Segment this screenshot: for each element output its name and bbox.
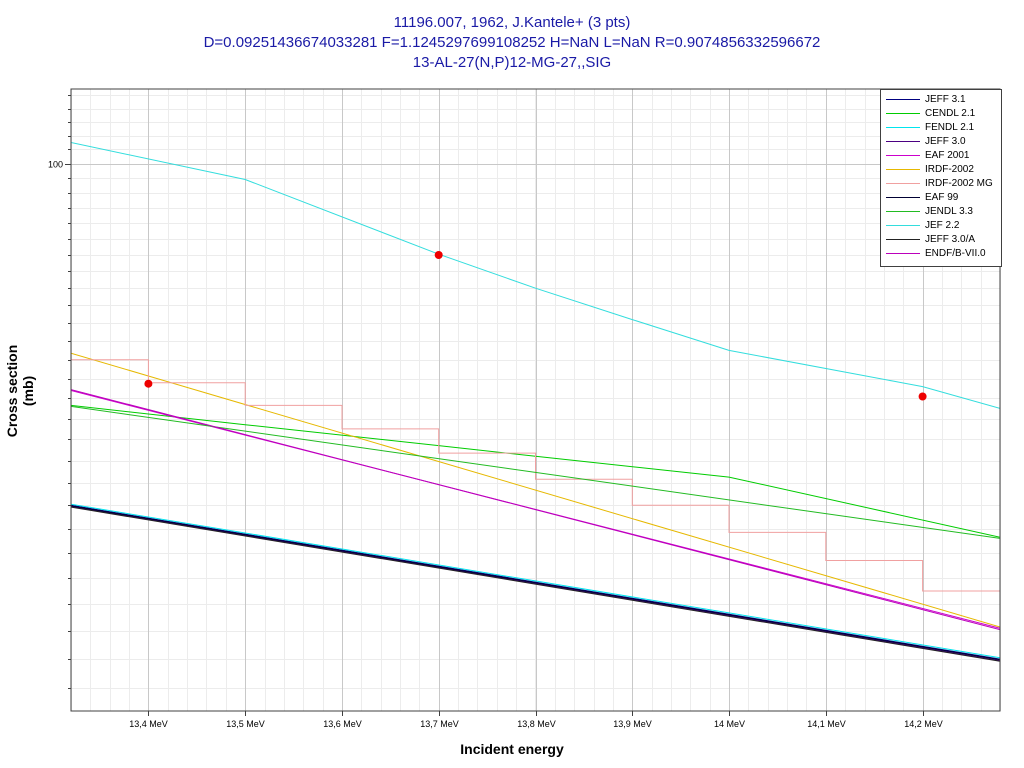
legend-item: CENDL 2.1 <box>881 107 1001 120</box>
legend-label: EAF 99 <box>925 192 959 203</box>
legend-swatch <box>886 155 920 156</box>
y-tick-label: 100 <box>48 160 63 170</box>
series-line-0 <box>71 504 1000 660</box>
series-line-8 <box>71 405 1000 539</box>
legend-swatch <box>886 183 920 184</box>
series-line-6 <box>71 359 1000 592</box>
chart-title: 11196.007, 1962, J.Kantele+ (3 pts) D=0.… <box>0 13 1024 73</box>
legend-label: EAF 2001 <box>925 150 970 161</box>
legend-swatch <box>886 141 920 142</box>
data-point-1 <box>434 251 443 259</box>
data-point-2 <box>918 392 927 401</box>
legend-item: FENDL 2.1 <box>881 121 1001 134</box>
y-axis-label: Cross section (mb) <box>4 344 36 438</box>
series-line-3 <box>71 506 1000 662</box>
series-line-1 <box>71 404 1000 538</box>
legend-swatch <box>886 127 920 128</box>
legend-label: JEFF 3.0 <box>925 136 966 147</box>
legend-swatch <box>886 169 920 170</box>
series-line-7 <box>71 505 1000 661</box>
title-line-3: 13-AL-27(N,P)12-MG-27,,SIG <box>412 54 612 71</box>
legend: JEFF 3.1 CENDL 2.1 FENDL 2.1 JEFF 3.0 EAF 20… <box>880 89 1002 267</box>
ticks-layer: 13,4 MeV 13,5 MeV 13,6 MeV 13,7 MeV 13,8 MeV… <box>48 95 943 729</box>
points-layer <box>144 251 927 401</box>
legend-swatch <box>886 99 920 100</box>
x-axis-label: Incident energy <box>460 741 564 757</box>
legend-item: IRDF-2002 <box>881 163 1001 176</box>
series-line-10 <box>71 506 1000 662</box>
series-line-2 <box>71 503 1000 659</box>
legend-label: FENDL 2.1 <box>925 122 975 133</box>
legend-item: JEFF 3.1 <box>881 93 1001 106</box>
legend-label: IRDF-2002 MG <box>925 178 993 189</box>
x-tick-label: 13,8 MeV <box>517 719 556 729</box>
legend-item: IRDF-2002 MG <box>881 177 1001 190</box>
x-tick-label: 13,9 MeV <box>613 719 652 729</box>
x-tick-label: 13,7 MeV <box>420 719 459 729</box>
series-line-5 <box>71 352 1000 628</box>
legend-label: CENDL 2.1 <box>925 108 976 119</box>
series-line-9 <box>71 142 1000 409</box>
legend-label: IRDF-2002 <box>925 164 974 175</box>
legend-swatch <box>886 113 920 114</box>
legend-label: JEFF 3.1 <box>925 94 966 105</box>
legend-label: JEF 2.2 <box>925 220 960 231</box>
legend-swatch <box>886 225 920 226</box>
legend-swatch <box>886 197 920 198</box>
series-line-11 <box>71 389 1000 631</box>
title-line-2: D=0.09251436674033281 F=1.12452976991082… <box>203 34 821 51</box>
title-line-1: 11196.007, 1962, J.Kantele+ (3 pts) <box>393 14 631 31</box>
data-point-0 <box>144 379 153 388</box>
legend-item: EAF 99 <box>881 191 1001 204</box>
minor-grid <box>71 89 1001 711</box>
plot-area-frame <box>70 88 1001 712</box>
legend-swatch <box>886 239 920 240</box>
legend-label: JEFF 3.0/A <box>925 234 976 245</box>
x-tick-label: 13,5 MeV <box>226 719 265 729</box>
legend-item: EAF 2001 <box>881 149 1001 162</box>
legend-item: JENDL 3.3 <box>881 205 1001 218</box>
legend-swatch <box>886 211 920 212</box>
x-tick-label: 13,4 MeV <box>129 719 168 729</box>
legend-swatch <box>886 253 920 254</box>
x-tick-label: 14 MeV <box>714 719 745 729</box>
legend-label: ENDF/B-VII.0 <box>925 248 986 259</box>
legend-item: ENDF/B-VII.0 <box>881 247 1001 260</box>
legend-item: JEF 2.2 <box>881 219 1001 232</box>
legend-label: JENDL 3.3 <box>925 206 973 217</box>
series-layer <box>71 142 1000 662</box>
legend-item: JEFF 3.0 <box>881 135 1001 148</box>
legend-item: JEFF 3.0/A <box>881 233 1001 246</box>
x-tick-label: 14,1 MeV <box>807 719 846 729</box>
x-tick-label: 14,2 MeV <box>904 719 943 729</box>
x-tick-label: 13,6 MeV <box>323 719 362 729</box>
